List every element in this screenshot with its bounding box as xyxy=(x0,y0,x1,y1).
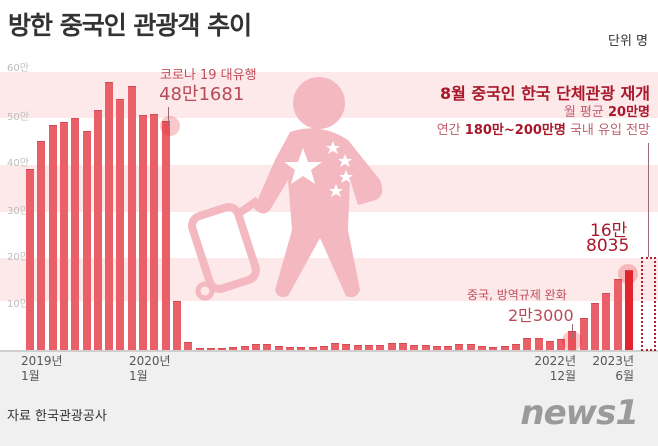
bar-2021-07 xyxy=(365,344,373,350)
bar-2019-03 xyxy=(48,124,57,350)
x-label-month: 6월 xyxy=(615,369,634,383)
bar-2021-12 xyxy=(421,345,430,350)
bar-2021-03 xyxy=(319,345,328,350)
bar-2022-04 xyxy=(466,344,475,350)
bar-2021-11 xyxy=(410,344,419,350)
bar-2020-08 xyxy=(240,345,249,350)
bar-2022-11 xyxy=(545,340,554,350)
page-title: 방한 중국인 관광객 추이 xyxy=(8,11,252,40)
resume-line2: 월 평균 20만명 xyxy=(564,101,650,120)
forecast-box xyxy=(641,257,656,351)
resume-line3-prefix: 연간 xyxy=(436,123,465,138)
resume-line3: 연간 180만~200만명 국내 유입 전망 xyxy=(437,119,650,138)
bar-2020-07 xyxy=(229,347,238,350)
x-label-year: 2022년 xyxy=(534,354,576,368)
bar-2023-02 xyxy=(579,317,588,350)
ease-marker xyxy=(562,331,582,351)
bar-2019-01 xyxy=(26,168,34,350)
x-label-2023-06: 2023년 6월 xyxy=(586,354,634,384)
bar-2022-03 xyxy=(455,344,464,350)
bar-2020-11 xyxy=(274,345,283,350)
bar-2020-12 xyxy=(285,346,294,350)
x-label-month: 12월 xyxy=(549,369,576,383)
y-tick-30: 30만 xyxy=(7,206,29,217)
bar-2020-04 xyxy=(195,348,204,350)
bar-2019-04 xyxy=(59,122,68,350)
bar-2021-05 xyxy=(342,343,351,350)
latest-value-line1: 16만 xyxy=(590,221,628,241)
x-axis-baseline xyxy=(0,350,658,352)
bar-2019-12 xyxy=(150,114,159,350)
covid-marker xyxy=(160,116,180,136)
bar-2022-09 xyxy=(523,337,532,350)
ease-label: 중국, 방역규제 완화 xyxy=(467,288,567,302)
x-label-2019-01: 2019년 1월 xyxy=(21,354,63,384)
bar-2022-07 xyxy=(500,346,509,350)
bar-2020-03 xyxy=(184,342,193,350)
bar-2021-04 xyxy=(331,343,340,350)
bar-2019-06 xyxy=(82,131,91,350)
y-tick-40: 40만 xyxy=(7,158,29,169)
bar-2022-01 xyxy=(432,345,441,350)
bar-2021-01 xyxy=(297,347,306,350)
bar-2019-07 xyxy=(93,109,102,350)
news1-logo: news1 xyxy=(520,393,639,433)
resume-line3-bold: 180만~200만명 xyxy=(464,123,566,138)
bar-2019-09 xyxy=(116,98,125,350)
x-label-year: 2019년 xyxy=(21,354,63,368)
x-label-2020-01: 2020년 1월 xyxy=(129,354,171,384)
resume-line2-prefix: 월 평균 xyxy=(563,105,608,120)
covid-value: 48만1681 xyxy=(159,84,245,105)
covid-connector xyxy=(168,107,169,125)
y-tick-10: 10만 xyxy=(7,299,29,310)
latest-value-line2: 8035 xyxy=(586,236,630,256)
bar-2023-04 xyxy=(602,292,611,350)
y-tick-20: 20만 xyxy=(7,252,29,263)
resume-line3-suffix: 국내 유입 전망 xyxy=(565,123,650,138)
bar-2020-05 xyxy=(206,347,215,350)
bar-2021-09 xyxy=(387,343,396,350)
x-label-year: 2023년 xyxy=(592,354,634,368)
bar-2023-03 xyxy=(591,302,599,350)
bar-2020-02 xyxy=(172,300,181,350)
bar-2022-10 xyxy=(534,338,543,350)
bar-2022-05 xyxy=(478,346,486,350)
x-label-2022-12: 2022년 12월 xyxy=(528,354,576,384)
bar-2023-06 xyxy=(624,270,633,350)
y-tick-50: 50만 xyxy=(7,112,29,123)
bar-2019-11 xyxy=(139,115,147,350)
bar-2021-08 xyxy=(376,344,385,350)
x-label-month: 1월 xyxy=(21,369,40,383)
bar-2020-06 xyxy=(218,347,227,350)
bar-2019-02 xyxy=(37,141,46,350)
bar-2020-09 xyxy=(252,344,260,350)
latest-marker xyxy=(618,264,638,284)
bar-2021-06 xyxy=(353,344,362,350)
bar-2019-10 xyxy=(127,85,136,350)
resume-line2-bold: 20만명 xyxy=(607,105,650,120)
unit-label: 단위 명 xyxy=(607,34,648,49)
bar-2021-10 xyxy=(398,342,407,350)
bar-2019-05 xyxy=(71,118,80,350)
bar-2020-10 xyxy=(263,344,272,350)
ease-connector xyxy=(572,324,573,339)
x-label-year: 2020년 xyxy=(129,354,171,368)
bar-2021-02 xyxy=(308,347,317,350)
bar-2022-02 xyxy=(444,346,453,350)
bar-2022-08 xyxy=(511,343,520,350)
forecast-connector xyxy=(648,143,649,257)
ease-value: 2만3000 xyxy=(508,306,574,325)
x-label-month: 1월 xyxy=(129,369,148,383)
resume-title: 8월 중국인 한국 단체관광 재개 xyxy=(439,84,650,103)
bar-2020-01 xyxy=(161,121,170,350)
bar-2023-05 xyxy=(613,278,622,350)
traveler-figure-icon xyxy=(188,77,383,301)
bar-2022-06 xyxy=(489,346,498,350)
bar-2022-12 xyxy=(557,339,566,350)
bar-2019-08 xyxy=(105,81,114,350)
covid-label: 코로나 19 대유행 xyxy=(160,68,257,83)
y-tick-60: 60만 xyxy=(7,63,29,74)
source-credit: 자료 한국관광공사 xyxy=(7,409,107,424)
